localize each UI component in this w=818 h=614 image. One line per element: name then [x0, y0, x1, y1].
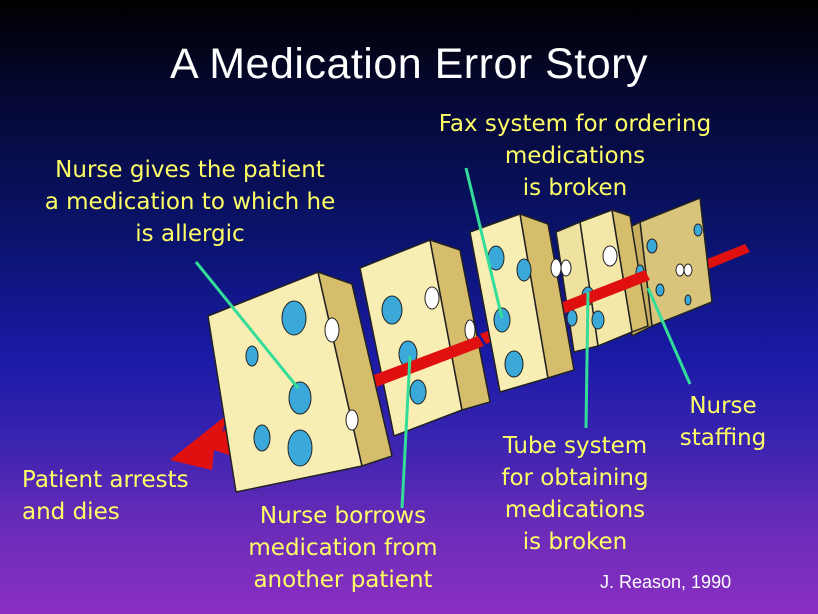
label-line: medications — [504, 497, 646, 523]
label-nurse-staffing: Nurse staffing — [668, 390, 778, 454]
arrow-head — [170, 414, 240, 470]
label-line: Nurse — [689, 393, 757, 419]
label-fax-system: Fax system for ordering medications is b… — [420, 108, 730, 204]
label-line: a medication to which he — [44, 189, 336, 215]
label-line: and dies — [22, 499, 120, 525]
label-patient-arrests: Patient arrests and dies — [22, 464, 202, 528]
pointer-staffing — [646, 287, 692, 385]
label-nurse-borrows: Nurse borrows medication from another pa… — [236, 500, 450, 596]
label-line: medication from — [248, 535, 438, 561]
pointer-fax — [464, 167, 504, 319]
label-line: is broken — [522, 175, 628, 201]
label-line: is allergic — [135, 221, 245, 247]
pointer-nurse-borrows — [400, 355, 412, 509]
label-line: another patient — [253, 567, 433, 593]
cheese-slice-3 — [469, 212, 575, 393]
label-line: Nurse borrows — [259, 503, 427, 529]
label-tube-system: Tube system for obtaining medications is… — [488, 430, 662, 558]
label-line: Tube system — [502, 433, 648, 459]
label-nurse-gives: Nurse gives the patient a medication to … — [36, 154, 344, 250]
cheese-slice-1 — [207, 270, 393, 493]
label-line: staffing — [679, 425, 767, 451]
pointer-nurse-gives — [194, 261, 300, 389]
label-line: for obtaining — [501, 465, 649, 491]
arrow-shaft-back — [700, 244, 750, 270]
slide-title: A Medication Error Story — [169, 40, 648, 88]
label-line: is broken — [522, 529, 628, 555]
label-line: Nurse gives the patient — [55, 157, 325, 183]
citation: J. Reason, 1990 — [600, 572, 732, 592]
label-line: Patient arrests — [22, 467, 189, 493]
label-line: medications — [504, 143, 646, 169]
label-line: Fax system for ordering — [438, 111, 712, 137]
pointer-tube — [584, 291, 590, 429]
